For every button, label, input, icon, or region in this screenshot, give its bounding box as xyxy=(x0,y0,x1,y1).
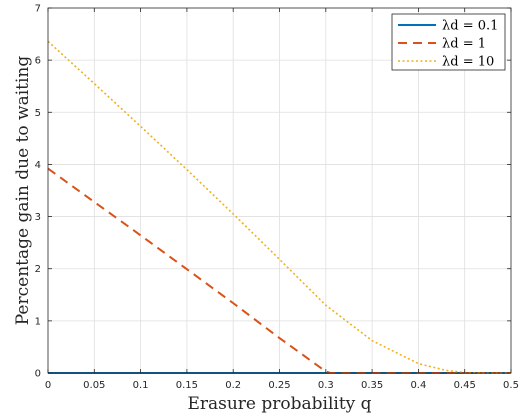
y-axis-ticks: 0 1 2 3 4 5 6 7 xyxy=(35,4,511,380)
x-tick-label: 0.05 xyxy=(83,380,105,391)
y-tick-label: 7 xyxy=(35,4,41,15)
y-tick-label: 3 xyxy=(35,212,41,223)
y-tick-label: 5 xyxy=(35,108,41,119)
y-axis-label: Percentage gain due to waiting xyxy=(13,56,33,326)
y-tick-label: 2 xyxy=(35,264,41,275)
y-tick-label: 0 xyxy=(35,369,41,380)
y-tick-label: 1 xyxy=(35,316,41,327)
x-tick-label: 0 xyxy=(45,380,51,391)
x-tick-label: 0.5 xyxy=(503,380,519,391)
legend-box xyxy=(391,13,506,71)
x-tick-label: 0.2 xyxy=(225,380,241,391)
x-axis-label: Erasure probability q xyxy=(187,394,371,414)
y-tick-label: 4 xyxy=(35,160,41,171)
x-tick-label: 0.4 xyxy=(410,380,426,391)
y-tick-label: 6 xyxy=(35,56,41,67)
series-line-2 xyxy=(47,167,511,374)
x-tick-label: 0.45 xyxy=(454,380,476,391)
x-tick-label: 0.3 xyxy=(318,380,334,391)
x-axis-ticks: 0 0.05 0.1 0.15 0.2 0.25 0.3 0.35 0.4 0.45 0.5 xyxy=(45,8,519,391)
x-tick-label: 0.25 xyxy=(268,380,290,391)
x-tick-label: 0.15 xyxy=(176,380,198,391)
x-tick-label: 0.35 xyxy=(361,380,383,391)
x-tick-label: 0.1 xyxy=(133,380,149,391)
legend-label-2: λd = 1 xyxy=(442,37,486,52)
legend-label-3: λd = 10 xyxy=(442,55,494,70)
legend-label-1: λd = 0.1 xyxy=(442,19,498,34)
legend: λd = 0.1 λd = 1 λd = 10 xyxy=(391,13,506,71)
